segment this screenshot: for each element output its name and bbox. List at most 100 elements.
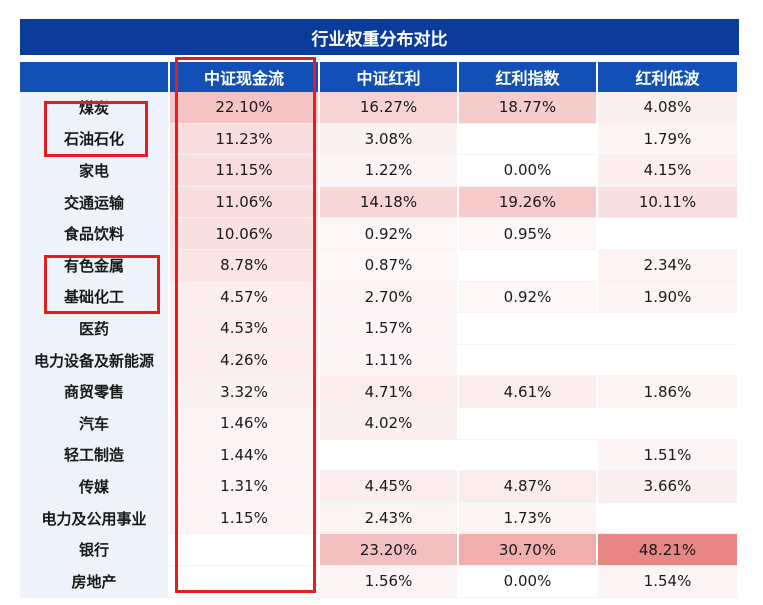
cell-dividend-index <box>459 344 598 377</box>
table-row: 电力及公用事业 1.15% 2.43% 1.73% <box>20 502 739 535</box>
industry-label: 电力及公用事业 <box>20 502 170 535</box>
cell-dividend-low-vol: 4.15% <box>598 155 739 187</box>
table-row: 汽车 1.46% 4.02% <box>20 407 739 440</box>
cell-dividend-index: 0.00% <box>459 565 598 598</box>
cell-cash-flow: 8.78% <box>170 249 320 282</box>
cell-dividend-index: 0.95% <box>459 218 598 250</box>
cell-cash-flow: 11.23% <box>170 123 320 156</box>
cell-csi-dividend: 1.57% <box>320 313 459 345</box>
cell-cash-flow: 4.26% <box>170 344 320 377</box>
cell-cash-flow: 1.44% <box>170 439 320 472</box>
cell-dividend-low-vol: 1.79% <box>598 123 739 156</box>
cell-dividend-low-vol: 1.90% <box>598 281 739 314</box>
cell-dividend-low-vol: 48.21% <box>598 534 739 566</box>
table-row: 医药 4.53% 1.57% <box>20 313 739 345</box>
header-csi-dividend: 中证红利 <box>320 62 459 92</box>
table-title: 行业权重分布对比 <box>20 19 739 55</box>
cell-csi-dividend: 1.22% <box>320 155 459 187</box>
industry-label: 房地产 <box>20 565 170 598</box>
cell-cash-flow: 10.06% <box>170 218 320 250</box>
cell-dividend-index: 0.92% <box>459 281 598 314</box>
cell-cash-flow: 22.10% <box>170 92 320 124</box>
cell-csi-dividend: 1.11% <box>320 344 459 377</box>
cell-dividend-low-vol <box>598 218 739 250</box>
industry-label: 食品饮料 <box>20 218 170 250</box>
cell-csi-dividend: 14.18% <box>320 186 459 219</box>
cell-dividend-low-vol: 10.11% <box>598 186 739 219</box>
cell-dividend-index <box>459 407 598 440</box>
cell-dividend-low-vol: 2.34% <box>598 249 739 282</box>
industry-label: 家电 <box>20 155 170 187</box>
cell-dividend-index <box>459 123 598 156</box>
table-row: 传媒 1.31% 4.45% 4.87% 3.66% <box>20 471 739 503</box>
cell-csi-dividend: 3.08% <box>320 123 459 156</box>
cell-csi-dividend: 0.87% <box>320 249 459 282</box>
cell-cash-flow: 4.53% <box>170 313 320 345</box>
industry-label: 银行 <box>20 534 170 566</box>
cell-csi-dividend: 23.20% <box>320 534 459 566</box>
cell-cash-flow: 4.57% <box>170 281 320 314</box>
cell-csi-dividend: 16.27% <box>320 92 459 124</box>
cell-dividend-low-vol <box>598 344 739 377</box>
table-row: 交通运输 11.06% 14.18% 19.26% 10.11% <box>20 186 739 219</box>
cell-dividend-low-vol <box>598 407 739 440</box>
industry-label: 轻工制造 <box>20 439 170 472</box>
header-row: 中证现金流 中证红利 红利指数 红利低波 <box>20 62 739 92</box>
table-row: 轻工制造 1.44% 1.51% <box>20 439 739 472</box>
cell-dividend-low-vol: 1.54% <box>598 565 739 598</box>
table-row: 电力设备及新能源 4.26% 1.11% <box>20 344 739 377</box>
weight-table: 中证现金流 中证红利 红利指数 红利低波 煤炭 22.10% 16.27% 18.77… <box>20 62 739 598</box>
cell-dividend-index: 1.73% <box>459 502 598 535</box>
cell-dividend-index: 18.77% <box>459 92 598 124</box>
cell-dividend-index <box>459 313 598 345</box>
cell-dividend-index: 4.61% <box>459 376 598 408</box>
cell-dividend-index <box>459 439 598 472</box>
industry-label: 医药 <box>20 313 170 345</box>
table-row: 房地产 1.56% 0.00% 1.54% <box>20 565 739 598</box>
table-row: 食品饮料 10.06% 0.92% 0.95% <box>20 218 739 250</box>
table-body: 煤炭 22.10% 16.27% 18.77% 4.08% 石油石化 11.23% 3.08%… <box>20 92 739 598</box>
cell-cash-flow: 1.46% <box>170 407 320 440</box>
cell-csi-dividend: 1.56% <box>320 565 459 598</box>
table-row: 煤炭 22.10% 16.27% 18.77% 4.08% <box>20 92 739 124</box>
industry-label: 交通运输 <box>20 186 170 219</box>
cell-dividend-low-vol: 1.51% <box>598 439 739 472</box>
table-row: 家电 11.15% 1.22% 0.00% 4.15% <box>20 155 739 187</box>
cell-csi-dividend: 2.70% <box>320 281 459 314</box>
cell-dividend-index: 4.87% <box>459 471 598 503</box>
cell-dividend-low-vol: 4.08% <box>598 92 739 124</box>
cell-csi-dividend: 2.43% <box>320 502 459 535</box>
highlight-box-coal-oil <box>44 101 148 157</box>
table-row: 商贸零售 3.32% 4.71% 4.61% 1.86% <box>20 376 739 408</box>
highlight-box-metals-chem <box>44 255 160 314</box>
industry-label: 电力设备及新能源 <box>20 344 170 377</box>
cell-dividend-index: 0.00% <box>459 155 598 187</box>
header-cash-flow: 中证现金流 <box>170 62 320 92</box>
table-row: 银行 23.20% 30.70% 48.21% <box>20 534 739 566</box>
header-industry <box>20 62 170 92</box>
cell-dividend-index: 19.26% <box>459 186 598 219</box>
header-dividend-index: 红利指数 <box>459 62 598 92</box>
cell-cash-flow: 1.15% <box>170 502 320 535</box>
cell-csi-dividend: 4.71% <box>320 376 459 408</box>
industry-label: 传媒 <box>20 471 170 503</box>
header-dividend-low-vol: 红利低波 <box>598 62 739 92</box>
industry-label: 商贸零售 <box>20 376 170 408</box>
cell-cash-flow: 1.31% <box>170 471 320 503</box>
cell-dividend-low-vol <box>598 313 739 345</box>
highlight-box-cashflow-column <box>175 57 316 593</box>
cell-cash-flow: 11.15% <box>170 155 320 187</box>
cell-dividend-low-vol: 3.66% <box>598 471 739 503</box>
cell-csi-dividend: 0.92% <box>320 218 459 250</box>
cell-csi-dividend: 4.45% <box>320 471 459 503</box>
cell-cash-flow <box>170 534 320 566</box>
cell-dividend-low-vol: 1.86% <box>598 376 739 408</box>
cell-cash-flow: 3.32% <box>170 376 320 408</box>
cell-cash-flow: 11.06% <box>170 186 320 219</box>
industry-label: 汽车 <box>20 407 170 440</box>
cell-dividend-low-vol <box>598 502 739 535</box>
cell-dividend-index: 30.70% <box>459 534 598 566</box>
cell-csi-dividend <box>320 439 459 472</box>
cell-dividend-index <box>459 249 598 282</box>
cell-csi-dividend: 4.02% <box>320 407 459 440</box>
